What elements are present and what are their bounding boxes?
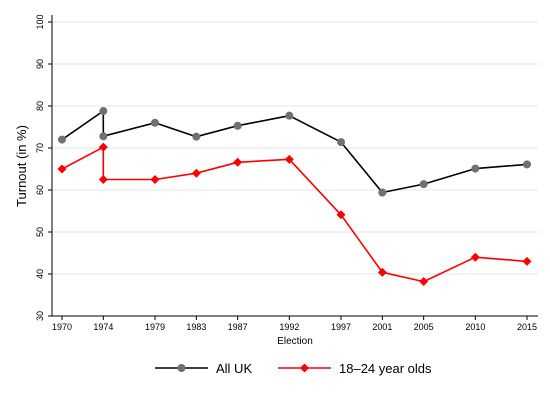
legend: All UK 18–24 year olds	[155, 361, 432, 376]
series-line-1	[61, 146, 528, 283]
series-layer	[57, 107, 532, 287]
series-1-point-8	[377, 267, 387, 277]
legend-marker-0	[177, 364, 186, 372]
x-tick-label-1992: 1992	[279, 322, 299, 332]
legend-label-0: All UK	[216, 361, 252, 376]
y-tick-label-80: 80	[35, 101, 45, 111]
series-0-point-9	[419, 180, 428, 189]
series-1	[57, 142, 532, 287]
y-tick-label-50: 50	[35, 227, 45, 237]
x-tick-label-1987: 1987	[228, 322, 248, 332]
x-tick-label-1979: 1979	[145, 322, 165, 332]
x-tick-label-1983: 1983	[186, 322, 206, 332]
series-1-point-4	[191, 168, 201, 178]
x-tick-label-1974: 1974	[93, 322, 113, 332]
series-0-point-3	[151, 118, 159, 127]
y-axis-title: Turnout (in %)	[14, 125, 29, 207]
series-line-0	[61, 110, 528, 194]
series-0-point-0	[58, 135, 66, 144]
x-tick-label-2010: 2010	[465, 322, 485, 332]
grid-layer	[52, 21, 538, 317]
series-0-point-4	[192, 132, 201, 141]
x-tick-label-1970: 1970	[52, 322, 72, 332]
y-tick-label-60: 60	[35, 185, 45, 195]
axes-layer	[51, 15, 538, 317]
series-0-point-10	[471, 164, 480, 173]
series-0-point-6	[285, 111, 294, 120]
y-tick-label-40: 40	[35, 269, 45, 279]
legend-item-1: 18–24 year olds	[278, 361, 432, 376]
legend-item-0: All UK	[155, 361, 252, 376]
series-1-point-1	[98, 142, 108, 152]
series-0-point-7	[337, 138, 345, 147]
x-tick-label-1997: 1997	[331, 322, 351, 332]
legend-marker-1	[300, 363, 309, 373]
ticks-layer: 30 40 50 60 70 80 90 100 1970 1974 1979 1983 1987 199…	[35, 14, 537, 332]
y-tick-label-30: 30	[35, 311, 45, 321]
series-0-point-11	[523, 160, 531, 169]
legend-label-1: 18–24 year olds	[339, 361, 432, 376]
y-tick-label-100: 100	[35, 14, 45, 29]
series-0-point-8	[378, 188, 387, 197]
x-tick-label-2005: 2005	[414, 322, 434, 332]
series-1-point-5	[233, 157, 243, 167]
series-0-point-1	[99, 107, 108, 116]
x-tick-label-2001: 2001	[372, 322, 392, 332]
series-1-point-3	[150, 175, 160, 184]
x-tick-label-2015: 2015	[517, 322, 537, 332]
series-1-point-11	[522, 256, 532, 266]
series-0-point-2	[99, 132, 108, 141]
series-1-point-9	[419, 277, 429, 287]
series-1-point-0	[57, 164, 67, 174]
series-1-point-10	[470, 252, 480, 262]
y-tick-label-90: 90	[35, 59, 45, 69]
x-axis-title: Election	[277, 336, 313, 347]
series-0-point-5	[233, 121, 242, 130]
y-tick-label-70: 70	[35, 143, 45, 153]
series-1-point-7	[336, 210, 346, 220]
series-1-point-2	[98, 175, 108, 184]
series-1-point-6	[284, 154, 294, 164]
series-0	[58, 107, 531, 197]
